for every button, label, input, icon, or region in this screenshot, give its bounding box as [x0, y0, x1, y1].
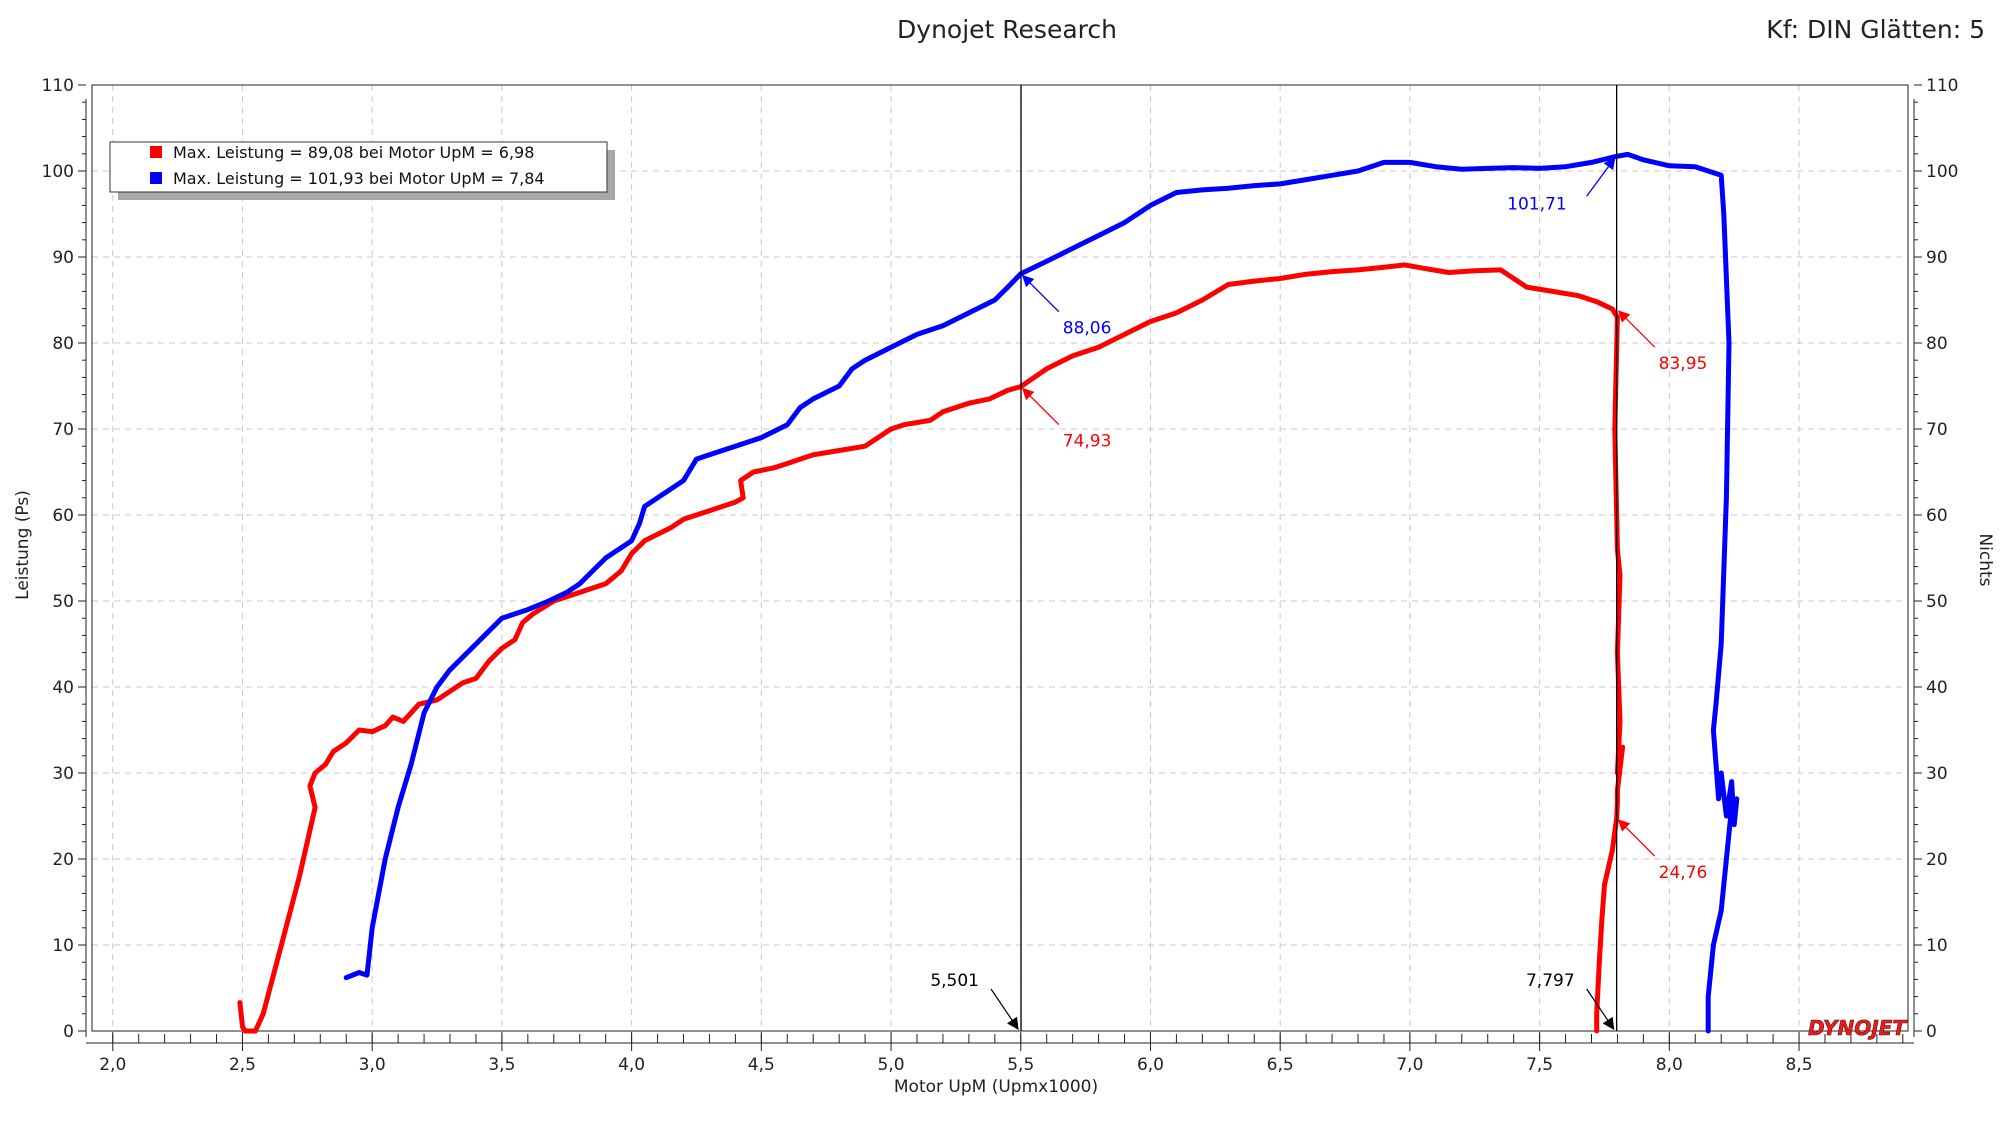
cursor-value-label: 5,501 [930, 971, 979, 991]
y2-tick-label: 80 [1926, 334, 1948, 354]
y-tick-label: 90 [52, 248, 74, 268]
y2-tick-label: 100 [1926, 162, 1958, 182]
x-tick-label: 5,5 [1007, 1055, 1034, 1075]
y2-tick-label: 40 [1926, 678, 1948, 698]
x-axis-label: Motor UpM (Upmx1000) [894, 1077, 1098, 1097]
x-tick-label: 7,5 [1526, 1055, 1553, 1075]
legend-entry-run1: Max. Leistung = 89,08 bei Motor UpM = 6,… [173, 143, 534, 162]
x-tick-label: 2,0 [99, 1055, 126, 1075]
y2-tick-label: 30 [1926, 764, 1948, 784]
annotation-arrow [1021, 274, 1060, 313]
x-tick-label: 7,0 [1396, 1055, 1423, 1075]
x-tick-label: 8,0 [1656, 1055, 1683, 1075]
y-tick-label: 80 [52, 334, 74, 354]
x-tick-label: 6,0 [1137, 1055, 1164, 1075]
y2-tick-label: 90 [1926, 248, 1948, 268]
x-tick-label: 3,5 [488, 1055, 515, 1075]
x-tick-label: 4,0 [618, 1055, 645, 1075]
y-tick-label: 10 [52, 936, 74, 956]
x-tick-label: 5,0 [878, 1055, 905, 1075]
y-tick-label: 60 [52, 506, 74, 526]
legend: Max. Leistung = 89,08 bei Motor UpM = 6,… [109, 141, 615, 200]
y2-tick-label: 0 [1926, 1022, 1937, 1042]
cursor-value-label: 7,797 [1526, 971, 1575, 991]
y2-tick-label: 50 [1926, 592, 1948, 612]
series-line-run2 [343, 151, 1740, 1034]
annotation-label: 24,76 [1659, 863, 1708, 883]
y-tick-label: 20 [52, 850, 74, 870]
correction-info: Kf: DIN Glätten: 5 [1766, 15, 1985, 44]
annotation-arrow [1586, 157, 1616, 197]
annotation-label: 74,93 [1063, 432, 1112, 452]
y-tick-label: 100 [42, 162, 74, 182]
y2-tick-label: 20 [1926, 850, 1948, 870]
legend-swatch-run1 [150, 146, 162, 158]
y2-axis-label: Nichts [1975, 533, 1995, 586]
cursor-arrow [1586, 988, 1615, 1030]
x-tick-label: 3,0 [359, 1055, 386, 1075]
chart-title: Dynojet Research [897, 15, 1117, 44]
dynojet-logo: DYNOJET [1808, 1016, 1907, 1040]
grid [92, 84, 1908, 1031]
legend-swatch-run2 [150, 172, 162, 184]
annotation-arrow [1617, 819, 1656, 857]
x-tick-label: 2,5 [229, 1055, 256, 1075]
legend-box [109, 141, 608, 193]
annotation-label: 83,95 [1659, 354, 1708, 374]
y-tick-label: 70 [52, 420, 74, 440]
x-tick-label: 8,5 [1786, 1055, 1813, 1075]
axes: 0 0 10 10 20 20 30 30 40 40 50 50 60 60 70 70 80 80 90 90 10… [42, 76, 1959, 1075]
plot-frame [91, 84, 1909, 1032]
y-tick-label: 50 [52, 592, 74, 612]
series-line-run1 [237, 262, 1626, 1034]
y-tick-label: 30 [52, 764, 74, 784]
y2-tick-label: 10 [1926, 936, 1948, 956]
annotation-arrow [1617, 310, 1656, 348]
annotation-label: 88,06 [1063, 319, 1112, 339]
y2-tick-label: 110 [1926, 76, 1958, 96]
markers-layer: 5,501 7,797 [930, 85, 1618, 1031]
annotations-layer: 88,06 74,93 101,71 83,95 24,76 [1021, 157, 1708, 883]
legend-entry-run2: Max. Leistung = 101,93 bei Motor UpM = 7… [173, 169, 545, 188]
y-tick-label: 40 [52, 678, 74, 698]
y2-tick-label: 60 [1926, 506, 1948, 526]
x-tick-label: 4,5 [748, 1055, 775, 1075]
y-axis-label: Leistung (Ps) [13, 490, 33, 600]
y2-tick-label: 70 [1926, 420, 1948, 440]
series-layer [237, 151, 1740, 1034]
y-tick-label: 110 [42, 76, 74, 96]
annotation-label: 101,71 [1507, 194, 1566, 214]
annotation-arrow [1021, 387, 1060, 426]
x-tick-label: 6,5 [1267, 1055, 1294, 1075]
y-tick-label: 0 [63, 1022, 74, 1042]
cursor-arrow [990, 988, 1019, 1030]
